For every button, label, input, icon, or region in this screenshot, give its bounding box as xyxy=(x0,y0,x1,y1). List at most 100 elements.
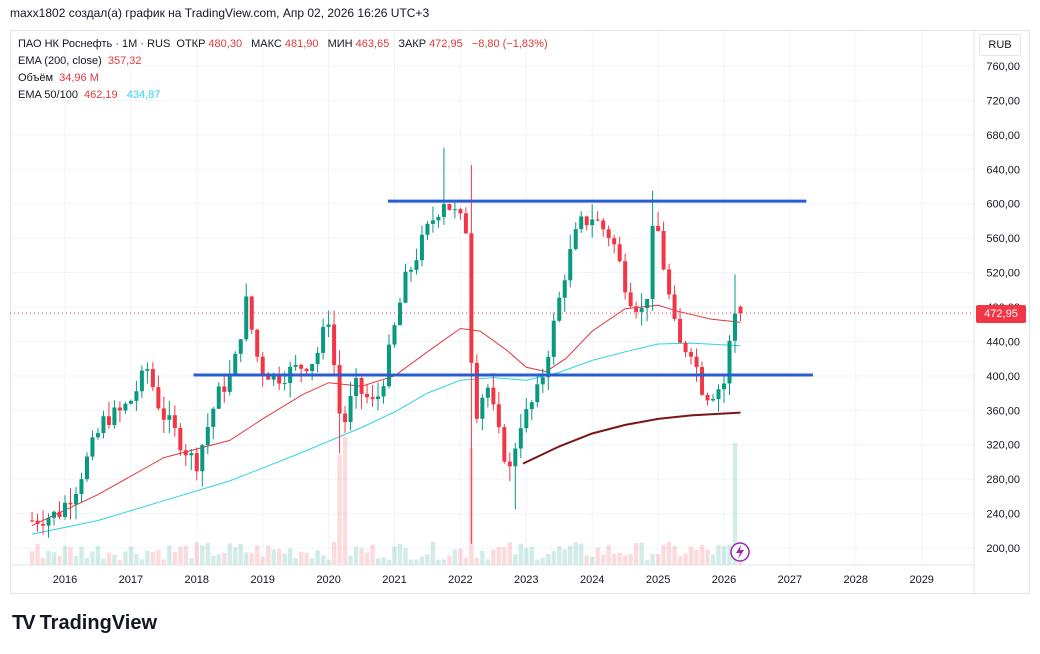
volume-bar xyxy=(90,551,95,565)
volume-bar xyxy=(282,553,287,565)
candle-body xyxy=(683,342,688,353)
candle-body xyxy=(112,407,117,426)
volume-bar xyxy=(337,454,342,565)
price-chart[interactable]: 760,00 720,00 680,00 640,00 600,00 560,00 520,… xyxy=(0,0,1040,600)
volume-bar xyxy=(688,546,694,565)
volume-bar xyxy=(364,552,370,565)
candle-body xyxy=(189,453,194,456)
candle-body xyxy=(562,280,567,298)
volume-bar xyxy=(414,559,419,565)
candle-body xyxy=(700,367,705,395)
y-tick-label: 360,00 xyxy=(986,405,1020,417)
candle-body xyxy=(540,377,545,385)
candle-body xyxy=(90,437,95,457)
legend-ema200-row[interactable]: EMA (200, close) 357,32 xyxy=(18,53,554,70)
volume-bar xyxy=(392,546,397,565)
volume-bar xyxy=(677,555,683,565)
volume-bar xyxy=(348,555,353,565)
volume-bar xyxy=(227,543,232,565)
candle-body xyxy=(507,461,512,467)
candle-body xyxy=(513,448,518,467)
x-tick-label: 2027 xyxy=(778,574,802,586)
candle-body xyxy=(667,269,672,295)
volume-bar xyxy=(683,553,688,565)
volume-bar xyxy=(51,552,57,565)
legend-symbol[interactable]: ПАО НК Роснефть · 1M · RUS xyxy=(18,38,171,50)
candle-body xyxy=(260,356,265,375)
legend-ema50100-row[interactable]: EMA 50/100 462,19 434,87 xyxy=(18,87,554,104)
candle-body xyxy=(244,296,249,340)
candle-body xyxy=(727,340,732,384)
volume-bar xyxy=(716,545,721,565)
volume-bar xyxy=(458,548,463,565)
volume-bar xyxy=(573,542,578,565)
tradingview-brand[interactable]: TV TradingView xyxy=(12,612,157,635)
candle-body xyxy=(41,523,46,526)
candle-body xyxy=(282,383,287,385)
volume-bar xyxy=(430,541,436,565)
volume-bar xyxy=(622,555,628,565)
candle-body xyxy=(474,362,479,419)
candle-body xyxy=(518,428,523,449)
volume-layer xyxy=(29,436,743,565)
x-tick-label: 2023 xyxy=(514,574,538,586)
candle-body xyxy=(101,416,106,434)
legend-volume-row[interactable]: Объём 34,96 M xyxy=(18,70,554,87)
volume-bar xyxy=(298,551,304,565)
candle-body xyxy=(529,402,534,410)
volume-bar xyxy=(524,547,529,565)
volume-bar xyxy=(518,543,524,565)
brand-name: TradingView xyxy=(39,612,158,634)
volume-bar xyxy=(535,559,540,565)
candle-body xyxy=(167,415,172,420)
candle-body xyxy=(678,318,683,343)
candle-body xyxy=(441,204,446,217)
candle-body xyxy=(430,220,435,224)
candle-body xyxy=(496,404,501,428)
volume-bar xyxy=(320,555,326,565)
volume-bar xyxy=(134,553,139,565)
candle-body xyxy=(123,403,128,411)
lightning-icon[interactable] xyxy=(730,542,750,562)
volume-bar xyxy=(194,542,199,565)
chart-legend: ПАО НК Роснефть · 1M · RUS ОТКР 480,30 МА… xyxy=(18,36,554,104)
legend-ema200-value: 357,32 xyxy=(107,55,142,67)
candle-body xyxy=(238,339,243,354)
x-tick-label: 2021 xyxy=(382,574,406,586)
legend-low-label: МИН xyxy=(327,38,353,50)
legend-volume-value: 34,96 M xyxy=(59,72,99,84)
volume-bar xyxy=(502,547,507,565)
candle-body xyxy=(354,378,359,396)
volume-bar xyxy=(293,558,298,565)
currency-button[interactable]: RUB xyxy=(979,34,1021,56)
volume-bar xyxy=(425,554,430,565)
volume-bar xyxy=(79,546,84,565)
x-tick-label: 2016 xyxy=(53,574,77,586)
grid-layer xyxy=(10,31,974,565)
volume-bar xyxy=(189,558,194,565)
volume-bar xyxy=(732,443,738,565)
legend-ema50-value: 462,19 xyxy=(84,89,118,101)
volume-bar xyxy=(161,559,167,565)
y-tick-label: 600,00 xyxy=(986,199,1020,211)
x-tick-label: 2025 xyxy=(646,574,670,586)
candle-body xyxy=(716,389,721,400)
legend-high-label: МАКС xyxy=(251,38,282,50)
tradingview-logo-icon: TV xyxy=(12,612,36,634)
candle-body xyxy=(711,399,716,401)
volume-bar xyxy=(211,555,216,565)
candle-body xyxy=(546,356,551,378)
candle-body xyxy=(573,229,578,250)
candle-body xyxy=(551,320,556,357)
candle-body xyxy=(117,407,122,411)
legend-ohlc-row: ПАО НК Роснефть · 1M · RUS ОТКР 480,30 МА… xyxy=(18,36,554,53)
candle-body xyxy=(359,378,364,394)
volume-bar xyxy=(178,547,183,565)
candle-body xyxy=(145,369,150,371)
volume-bar xyxy=(463,557,469,565)
volume-bar xyxy=(633,543,639,565)
volume-bar xyxy=(485,559,491,565)
candle-body xyxy=(348,395,353,422)
chart-frame[interactable] xyxy=(10,30,1030,594)
volume-bar xyxy=(655,554,661,565)
